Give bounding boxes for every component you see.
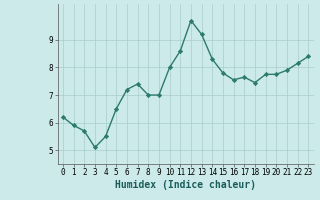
X-axis label: Humidex (Indice chaleur): Humidex (Indice chaleur) bbox=[115, 180, 256, 190]
